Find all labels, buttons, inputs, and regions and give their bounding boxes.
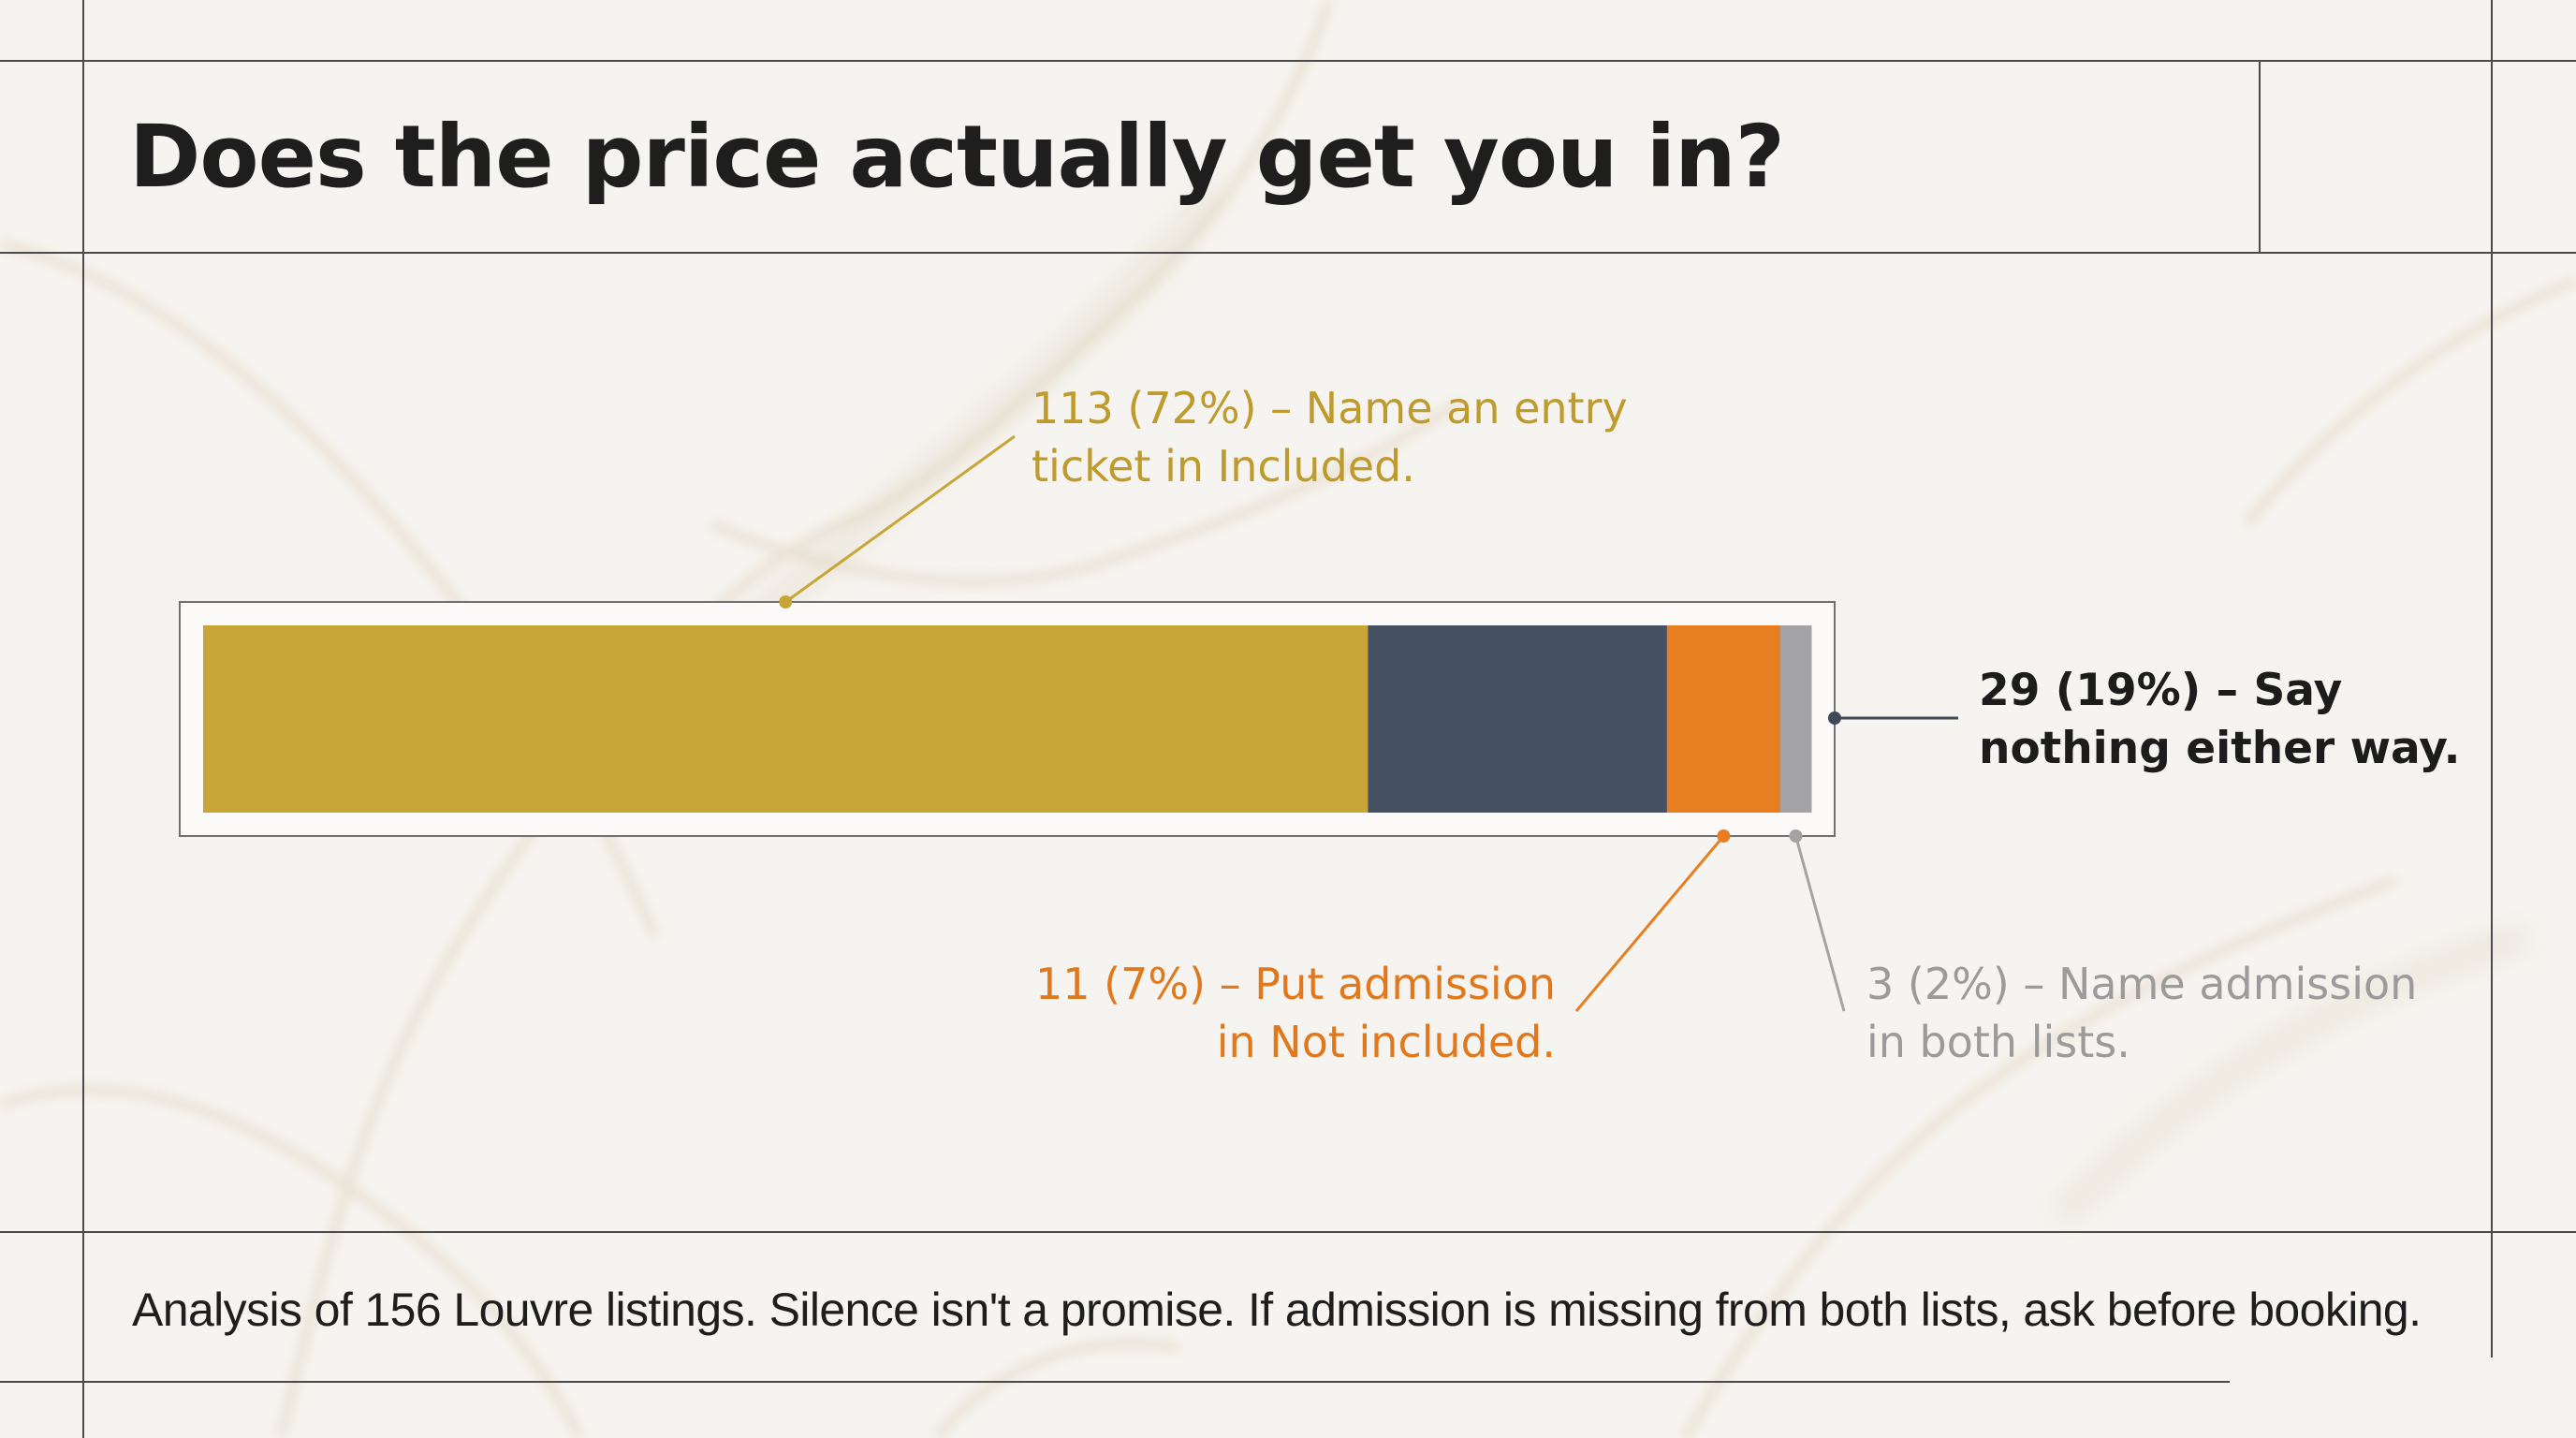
page-title: Does the price actually get you in? — [129, 107, 1785, 207]
callout-silent-line-2: nothing either way. — [1979, 723, 2461, 774]
footnote: Analysis of 156 Louvre listings. Silence… — [132, 1284, 2422, 1336]
callout-included: 113 (72%) – Name an entry ticket in Incl… — [1032, 379, 1628, 495]
callout-not-included-line-2: in Not included. — [1216, 1017, 1556, 1067]
callout-included-line-1: 113 (72%) – Name an entry — [1032, 383, 1628, 433]
bar-segment-included — [203, 625, 1368, 813]
frame-line-footer-top — [0, 1231, 2576, 1233]
callout-both: 3 (2%) – Name admission in both lists. — [1866, 955, 2417, 1071]
leader-dot-not-included — [1717, 829, 1731, 843]
leader-line-both — [1794, 835, 1846, 1012]
callout-both-line-1: 3 (2%) – Name admission — [1866, 959, 2418, 1009]
bar-segment-not-included — [1666, 625, 1781, 813]
callout-silent-line-1: 29 (19%) – Say — [1979, 665, 2343, 716]
callout-included-line-2: ticket in Included. — [1032, 441, 1415, 492]
frame-line-right — [2491, 0, 2493, 1357]
frame-line-left — [82, 0, 84, 1438]
leader-dot-included — [779, 595, 793, 609]
leader-dot-silent — [1828, 712, 1841, 725]
leader-line-included — [784, 434, 1016, 604]
callout-not-included-line-1: 11 (7%) – Put admission — [1035, 959, 1556, 1009]
bar-segment-silent — [1368, 625, 1668, 813]
callout-silent: 29 (19%) – Say nothing either way. — [1979, 662, 2460, 778]
callout-both-line-2: in both lists. — [1866, 1017, 2130, 1067]
bar-segment-both — [1779, 625, 1812, 813]
bar-segments — [203, 625, 1812, 813]
frame-line-footer-bottom — [0, 1381, 2230, 1383]
callout-leaders — [779, 434, 1958, 1012]
leader-dot-both — [1789, 829, 1803, 843]
frame-line-title-bottom — [0, 252, 2576, 254]
frame-line-top — [0, 60, 2576, 62]
callout-not-included: 11 (7%) – Put admission in Not included. — [1035, 955, 1556, 1071]
frame-line-title-right — [2259, 60, 2261, 252]
leader-line-not-included — [1574, 835, 1725, 1012]
